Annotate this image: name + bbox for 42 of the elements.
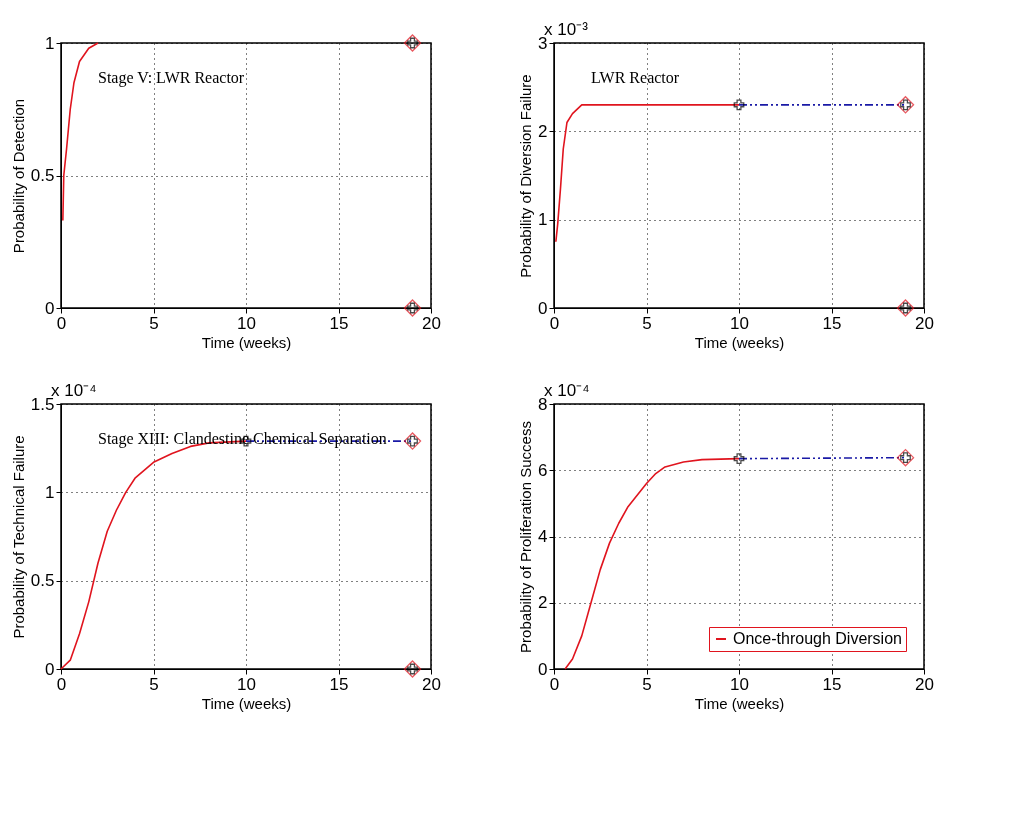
annotation: Stage XIII: Clandestine Chemical Separation	[98, 429, 387, 448]
y-tick-label: 0.5	[30, 571, 55, 591]
x-tick-label: 15	[329, 313, 349, 333]
x-tick-label: 5	[149, 674, 159, 694]
y-tick-label: 0	[45, 298, 55, 318]
y-tick-label: 1	[538, 210, 548, 230]
x-tick-label: 15	[329, 674, 349, 694]
y-tick-label: 0	[538, 298, 548, 318]
y-axis-title: Probability of Detection	[9, 98, 27, 254]
x-tick-label: 15	[822, 313, 842, 333]
x-tick-label: 5	[149, 313, 159, 333]
line-series	[62, 42, 99, 222]
y-tick-label: 2	[538, 121, 548, 141]
y-axis-title: Probability of Diversion Failure	[517, 74, 535, 278]
y-tick-label: 1	[45, 33, 55, 53]
legend-label: Once-through Diversion	[733, 630, 902, 647]
x-tick-label: 5	[642, 313, 652, 333]
x-axis-title: Time (weeks)	[201, 333, 292, 351]
x-tick-label: 15	[822, 674, 842, 694]
y-tick-label: 0.5	[30, 166, 55, 185]
y-axis-title: Probability of Technical Failure	[9, 435, 27, 639]
annotation: Stage V: LWR Reactor	[98, 68, 245, 87]
x-axis-title: Time (weeks)	[201, 694, 292, 712]
y-tick-label: 1	[45, 482, 55, 502]
y-tick-label: 4	[538, 527, 548, 546]
x-tick-label: 10	[237, 674, 256, 694]
y-tick-label: 0	[538, 659, 548, 679]
annotation: LWR Reactor	[591, 68, 680, 86]
x-tick-label: 20	[422, 313, 441, 333]
x-tick-label: 20	[422, 674, 441, 694]
x-tick-label: 20	[915, 313, 934, 333]
y-axis-title: Probability of Proliferation Success	[517, 421, 535, 653]
x-tick-label: 10	[730, 674, 749, 694]
y-tick-label: 2	[538, 593, 548, 613]
x-axis-title: Time (weeks)	[694, 333, 785, 351]
y-tick-label: 6	[538, 460, 548, 480]
x-tick-label: 10	[730, 313, 749, 333]
x-tick-label: 20	[915, 674, 934, 694]
y-tick-label: 0	[45, 659, 55, 679]
x-tick-label: 10	[237, 313, 256, 333]
x-tick-label: 5	[642, 674, 652, 694]
x-axis-title: Time (weeks)	[694, 694, 785, 712]
